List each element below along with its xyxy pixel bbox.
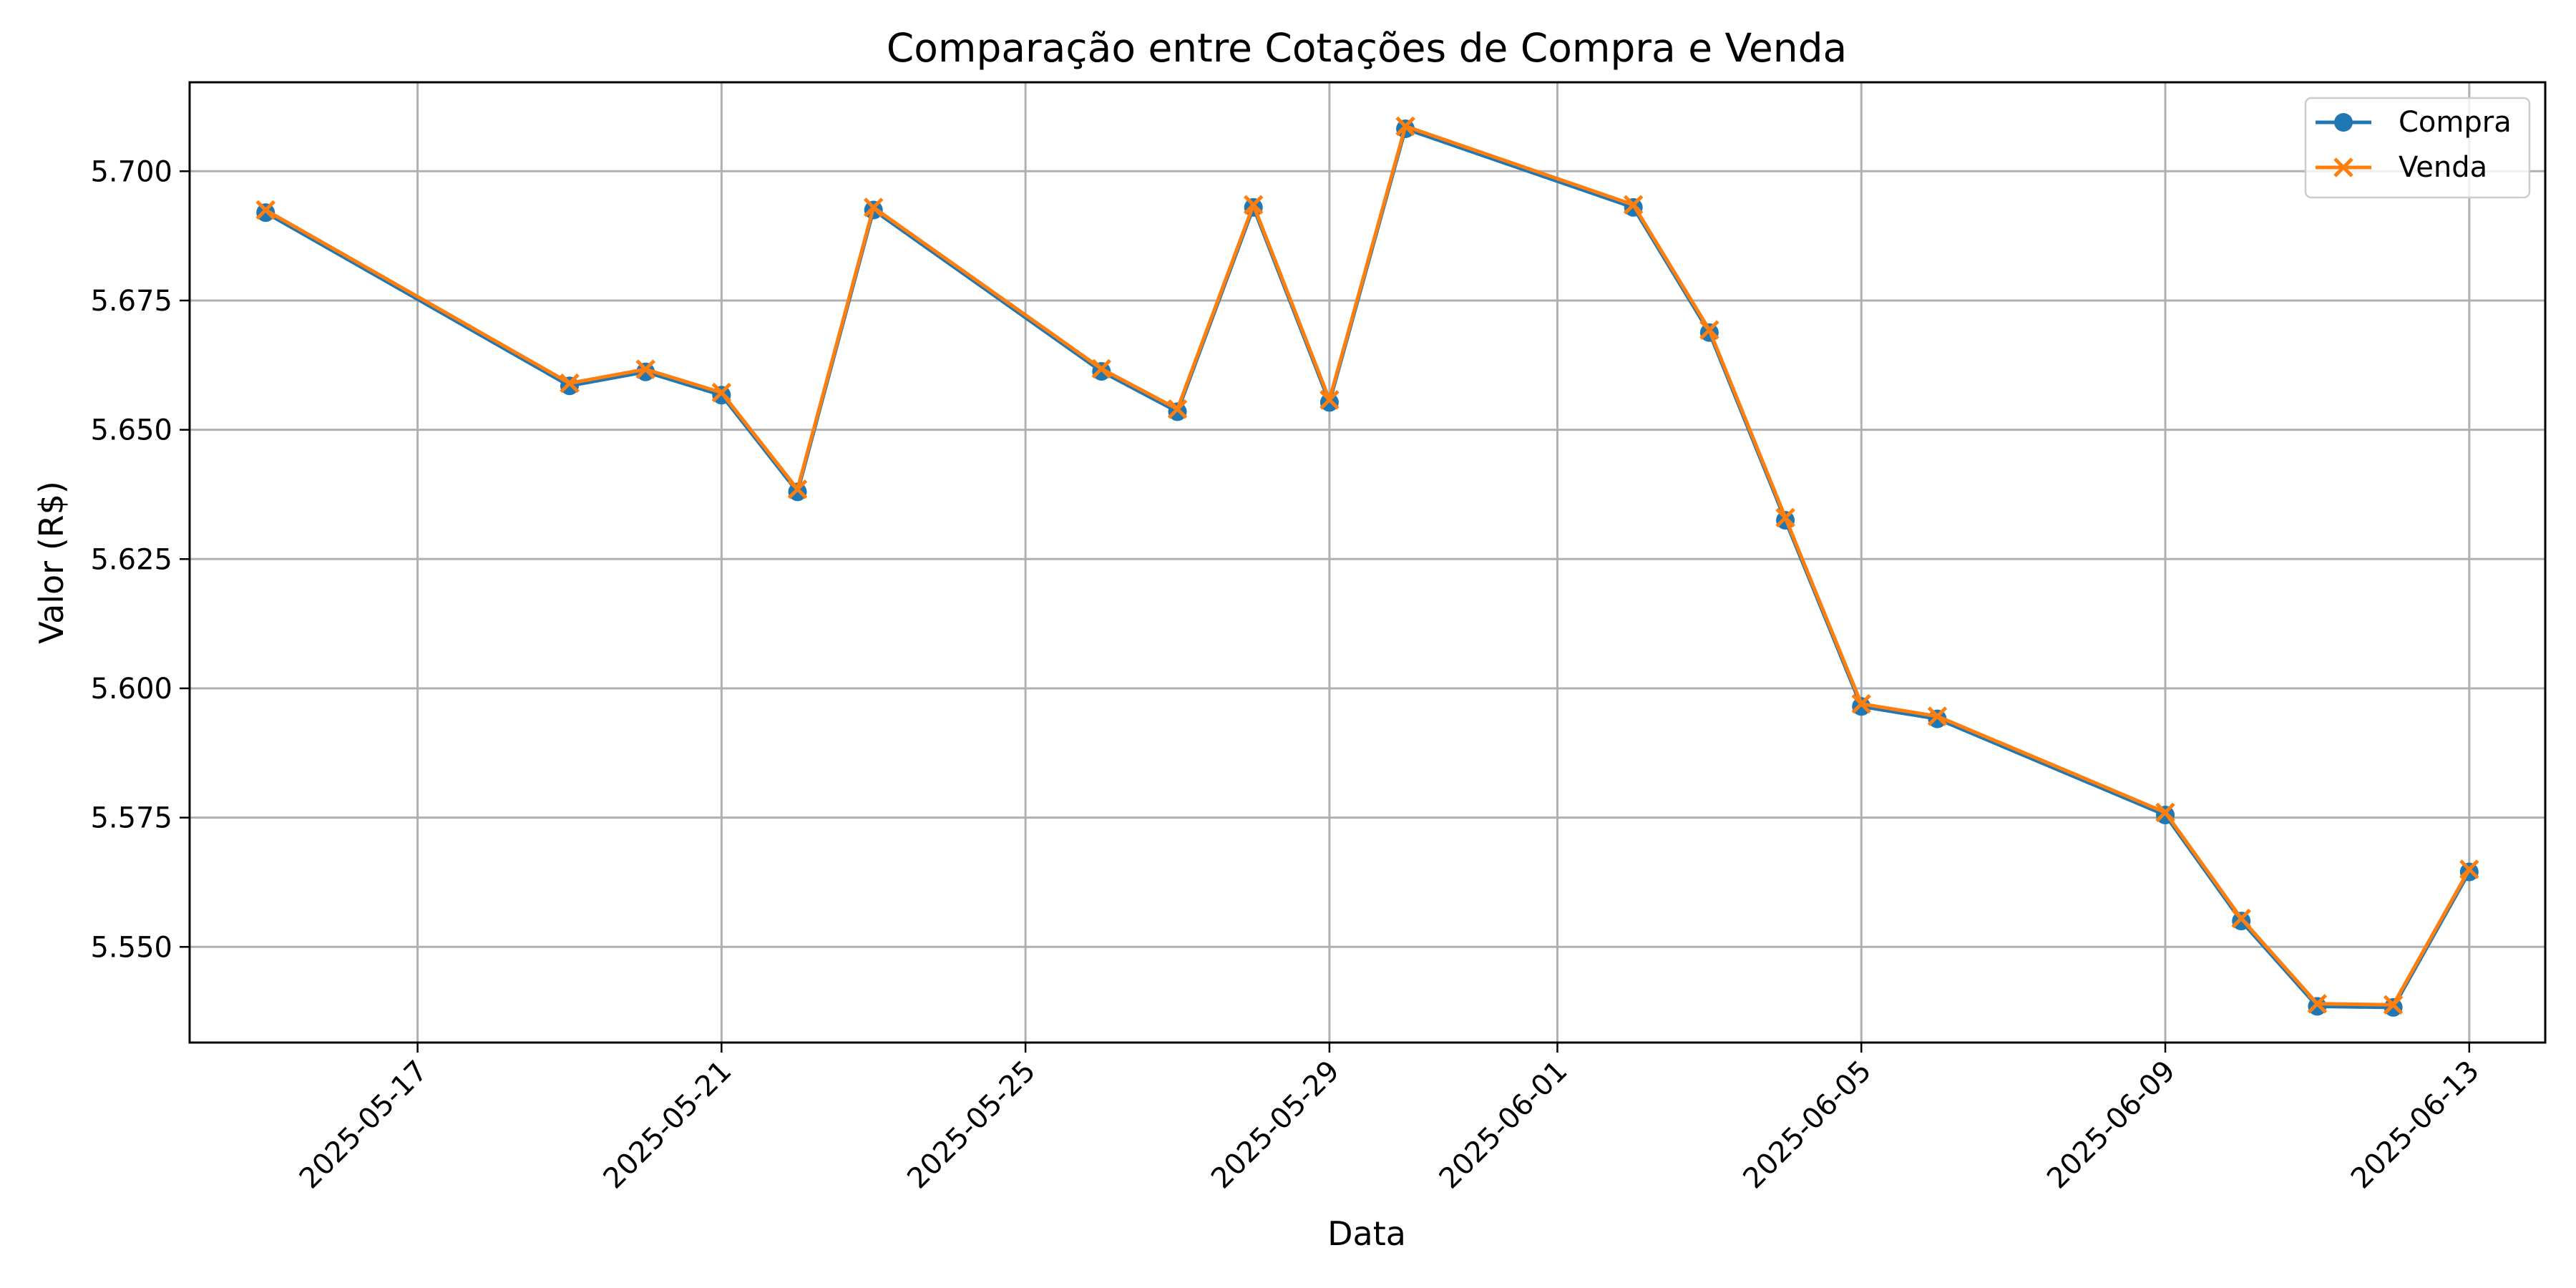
data-point-venda — [711, 382, 732, 403]
data-point-compra — [256, 203, 275, 223]
series-line-venda — [264, 124, 2471, 1007]
x-tick-label: 2025-05-29 — [1205, 1055, 1346, 1196]
data-point-compra — [1852, 697, 1871, 716]
data-point-compra — [1319, 393, 1339, 412]
y-axis-label: Valor (R$) — [32, 481, 71, 644]
grid-lines — [190, 82, 2545, 1043]
series-venda — [255, 116, 2479, 1015]
legend: Compra Venda — [2304, 97, 2531, 199]
y-tick-label: 5.700 — [90, 155, 172, 188]
x-tick-label: 2025-06-09 — [2041, 1055, 2182, 1196]
axes: 2025-05-17 2025-05-21 2025-05-25 2025-05-29… — [90, 155, 2485, 1195]
x-tick-label: 2025-05-25 — [901, 1055, 1042, 1196]
data-point-venda — [2231, 908, 2251, 929]
y-tick-label: 5.550 — [90, 931, 172, 964]
y-tick-label: 5.625 — [90, 543, 172, 576]
x-tick-label: 2025-06-13 — [2345, 1055, 2486, 1196]
data-point-venda — [2307, 994, 2328, 1014]
x-tick-label: 2025-05-21 — [597, 1055, 738, 1196]
data-point-venda — [1167, 399, 1188, 419]
series-compra — [256, 119, 2479, 1017]
data-point-venda — [255, 200, 275, 220]
data-point-venda — [1851, 693, 1872, 714]
x-tick-label: 2025-06-01 — [1433, 1055, 1574, 1196]
legend-label-compra: Compra — [2399, 106, 2512, 139]
data-point-compra — [788, 482, 807, 502]
data-point-venda — [2155, 802, 2175, 823]
data-point-venda — [1699, 320, 1719, 340]
y-tick-label: 5.600 — [90, 673, 172, 706]
data-point-venda — [2459, 859, 2479, 879]
plot-frame — [188, 81, 2547, 1044]
y-tick-label: 5.650 — [90, 414, 172, 447]
chart-title: Comparação entre Cotações de Compra e Ve… — [887, 25, 1847, 71]
data-point-venda — [787, 479, 808, 499]
data-point-compra — [2308, 997, 2327, 1016]
data-point-venda — [560, 373, 580, 394]
legend-marker-compra — [2334, 113, 2353, 132]
legend-marker-venda — [2333, 157, 2353, 177]
data-point-venda — [635, 359, 655, 379]
data-point-compra — [2384, 997, 2403, 1017]
data-point-venda — [863, 197, 884, 218]
data-point-venda — [1243, 195, 1264, 215]
x-tick-label: 2025-05-17 — [293, 1055, 434, 1196]
x-tick-label: 2025-06-05 — [1737, 1055, 1878, 1196]
data-point-venda — [1091, 358, 1112, 379]
data-point-venda — [1623, 195, 1644, 215]
data-point-venda — [1775, 507, 1795, 528]
y-tick-label: 5.675 — [90, 285, 172, 318]
data-point-venda — [2383, 995, 2404, 1015]
x-axis-label: Data — [1327, 1214, 1406, 1253]
series-lines — [255, 116, 2479, 1017]
data-point-venda — [1927, 706, 1948, 726]
data-point-venda — [1395, 116, 1415, 137]
y-tick-label: 5.575 — [90, 802, 172, 835]
legend-label-venda: Venda — [2399, 151, 2487, 184]
data-point-compra — [636, 362, 655, 381]
data-point-venda — [1319, 389, 1340, 410]
